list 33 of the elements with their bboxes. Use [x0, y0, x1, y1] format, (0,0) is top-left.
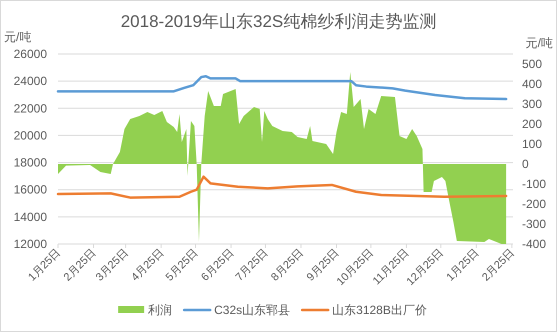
y-axis-title: 元/吨: [4, 30, 32, 44]
y2-tick-label: -400: [522, 237, 546, 251]
x-tick-label: 6月25日: [199, 246, 236, 284]
y2-axis-title: 元/吨: [526, 36, 553, 50]
y-tick-label: 20000: [14, 128, 48, 142]
y2-tick-label: 400: [522, 77, 542, 91]
y2-tick-label: 100: [522, 137, 542, 151]
y-tick-label: 14000: [14, 210, 48, 224]
x-tick-label: 3月25日: [94, 246, 131, 284]
line-series: [56, 175, 508, 199]
y2-tick-label: -300: [522, 217, 546, 231]
legend-label: 山东3128B出厂价: [332, 303, 427, 317]
y2-tick-label: 500: [522, 57, 542, 71]
y-tick-label: 26000: [14, 47, 48, 61]
y2-tick-label: 300: [522, 97, 542, 111]
x-tick-label: 7月25日: [234, 246, 271, 284]
line-series: [56, 75, 508, 100]
y-tick-label: 16000: [14, 182, 48, 197]
y-tick-label: 18000: [14, 156, 48, 170]
x-tick-label: 8月25日: [269, 246, 306, 284]
y2-tick-label: -100: [522, 177, 546, 191]
legend-label: C32s山东郓县: [214, 303, 290, 317]
y-tick-label: 22000: [14, 101, 48, 116]
x-tick-label: 2月25日: [480, 246, 517, 284]
x-tick-label: 5月25日: [164, 246, 201, 284]
chart-title: 2018-2019年山东32S纯棉纱利润走势监测: [120, 12, 436, 31]
y-tick-label: 24000: [14, 74, 48, 88]
x-tick-label: 4月25日: [129, 246, 166, 284]
x-tick-label: 1月25日: [444, 246, 482, 284]
y2-tick-label: 200: [522, 117, 542, 131]
y2-tick-label: 0: [522, 157, 529, 171]
legend-label: 利润: [148, 303, 172, 317]
y2-tick-label: -200: [522, 197, 546, 211]
